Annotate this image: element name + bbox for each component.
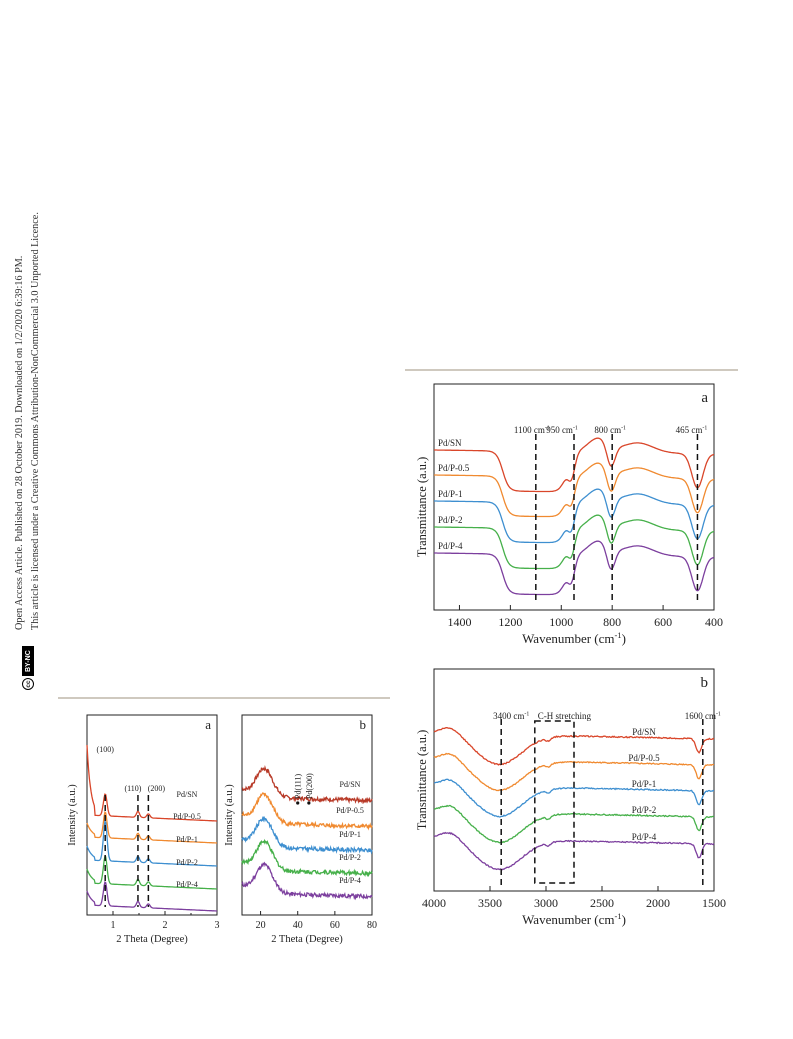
saxs-y-axis-label: Intensity (a.u.)	[67, 784, 78, 846]
ftir-a-series-label: Pd/P-1	[438, 489, 463, 499]
ftir-b-band-label: 1600 cm-1	[685, 711, 721, 721]
cc-license-badge[interactable]: cc BY-NC	[22, 644, 34, 690]
ftir-b-x-tick-label: 2000	[646, 896, 670, 910]
ftir-a-band-label: 950 cm-1	[546, 425, 578, 435]
waxs-x-tick-label: 60	[330, 920, 340, 931]
saxs-series-label: Pd/P-2	[176, 858, 198, 867]
ftir-b-box-label: C-H stretching	[538, 711, 592, 721]
ftir-a-series-Pd/SN	[434, 437, 715, 493]
saxs-x-axis-label: 2 Theta (Degree)	[116, 934, 188, 945]
saxs-series-Pd/P-2	[86, 855, 217, 890]
ftir-a-x-tick-label: 800	[603, 615, 621, 629]
saxs-series-label: Pd/P-0.5	[173, 812, 201, 821]
ftir-a-x-tick-label: 600	[654, 615, 672, 629]
ftir-a-x-tick-label: 1000	[549, 615, 573, 629]
ftir-a-panel-label: a	[701, 390, 708, 406]
waxs-series-Pd/P-2	[241, 838, 373, 878]
saxs-peak-label: (100)	[97, 745, 115, 754]
by-nc-label: BY-NC	[22, 646, 34, 676]
waxs-series-label: Pd/P-0.5	[336, 806, 364, 815]
ftir-b-series-label: Pd/P-2	[632, 805, 657, 815]
ftir-a-x-tick-label: 400	[705, 615, 723, 629]
license-terms-line: This article is licensed under a Creativ…	[30, 212, 41, 630]
waxs-marker-label: Pd(111)	[294, 773, 303, 799]
ftir-a-x-axis-label: Wavenumber (cm-1)	[522, 630, 626, 646]
saxs-series-Pd/P-1	[86, 820, 217, 867]
waxs-series-Pd/P-4	[241, 861, 373, 901]
waxs-marker-label: Pd(200)	[305, 773, 314, 799]
section-divider-right	[405, 369, 738, 371]
ftir-a-chart: a 1400 1200 1000 800 600 400 Wavenumber (cm-1) T…	[415, 383, 723, 646]
ftir-a-series-label: Pd/SN	[438, 438, 462, 448]
waxs-series-label: Pd/SN	[340, 780, 361, 789]
waxs-series-Pd/SN	[241, 765, 373, 805]
ftir-b-x-tick-label: 3500	[478, 896, 502, 910]
ftir-a-band-label: 800 cm-1	[594, 425, 626, 435]
waxs-marker-dot	[307, 801, 311, 805]
ftir-a-series-Pd/P-1	[434, 488, 715, 544]
waxs-chart: b 20 40 60 80 2 Theta (Degree) Intensity (a.u.…	[224, 714, 377, 945]
saxs-x-tick-label: 3	[215, 920, 220, 931]
ftir-b-series-label: Pd/SN	[632, 727, 656, 737]
saxs-panel-label: a	[205, 717, 211, 732]
ftir-b-x-axis-label: Wavenumber (cm-1)	[522, 911, 626, 927]
saxs-series-Pd/SN	[86, 744, 217, 822]
ftir-b-x-tick-label: 4000	[422, 896, 446, 910]
saxs-plot-frame	[86, 714, 218, 916]
ftir-a-y-axis-label: Transmittance (a.u.)	[415, 457, 429, 558]
ftir-a-series-label: Pd/P-0.5	[438, 463, 470, 473]
saxs-peak-label: (200)	[148, 784, 166, 793]
waxs-series-Pd/P-1	[241, 815, 373, 855]
saxs-peak-label: (110)	[124, 784, 141, 793]
ftir-b-y-axis-label: Transmittance (a.u.)	[415, 730, 429, 831]
waxs-x-tick-label: 80	[367, 920, 377, 931]
waxs-x-axis-label: 2 Theta (Degree)	[271, 934, 343, 945]
saxs-x-tick-label: 2	[163, 920, 168, 931]
ftir-a-series-label: Pd/P-4	[438, 541, 463, 551]
section-divider-left	[58, 697, 390, 699]
ftir-b-series-label: Pd/P-1	[632, 779, 657, 789]
waxs-plot-frame	[241, 714, 373, 916]
waxs-marker-dot	[296, 801, 300, 805]
ftir-b-panel-label: b	[701, 675, 709, 691]
ftir-b-series-Pd/P-0.5	[433, 752, 715, 792]
waxs-x-tick-label: 20	[256, 920, 266, 931]
ftir-b-x-tick-label: 1500	[702, 896, 726, 910]
ftir-b-plot-frame	[433, 668, 715, 892]
waxs-series-label: Pd/P-1	[339, 830, 361, 839]
ftir-a-series-label: Pd/P-2	[438, 515, 463, 525]
saxs-series-label: Pd/P-1	[176, 835, 198, 844]
ftir-b-chart: b 4000 3500 3000 2500 2000 1500 Wavenumber (cm-…	[415, 668, 726, 927]
saxs-x-tick-label: 1	[111, 920, 116, 931]
ftir-a-x-tick-label: 1400	[447, 615, 471, 629]
waxs-y-axis-label: Intensity (a.u.)	[224, 784, 235, 846]
saxs-series-Pd/P-4	[86, 881, 217, 912]
saxs-series-Pd/P-0.5	[86, 811, 217, 844]
ftir-b-series-label: Pd/P-4	[632, 832, 657, 842]
ftir-b-x-tick-label: 3000	[534, 896, 558, 910]
ftir-a-band-label: 465 cm-1	[676, 425, 708, 435]
ftir-a-plot-frame	[433, 383, 715, 611]
waxs-panel-label: b	[360, 717, 367, 732]
waxs-series-Pd/P-0.5	[241, 792, 373, 831]
ftir-a-band-label: 1100 cm-1	[514, 425, 550, 435]
waxs-series-label: Pd/P-2	[339, 853, 361, 862]
waxs-x-tick-label: 40	[293, 920, 303, 931]
ftir-b-series-label: Pd/P-0.5	[628, 753, 660, 763]
saxs-series-label: Pd/P-4	[176, 880, 198, 889]
ftir-b-series-Pd/P-4	[433, 831, 715, 871]
ftir-b-ch-stretching-box	[534, 720, 575, 884]
ftir-b-band-label: 3400 cm-1	[493, 711, 529, 721]
waxs-series-label: Pd/P-4	[339, 876, 361, 885]
saxs-chart: a 1 2 3 2 Theta (Degree) Intensity (a.u.) Pd/S…	[67, 714, 220, 945]
ftir-a-x-tick-label: 1200	[498, 615, 522, 629]
license-published-line: Open Access Article. Published on 28 Oct…	[14, 255, 25, 630]
ftir-b-x-tick-label: 2500	[590, 896, 614, 910]
cc-icon: cc	[22, 678, 34, 690]
saxs-series-label: Pd/SN	[177, 790, 198, 799]
